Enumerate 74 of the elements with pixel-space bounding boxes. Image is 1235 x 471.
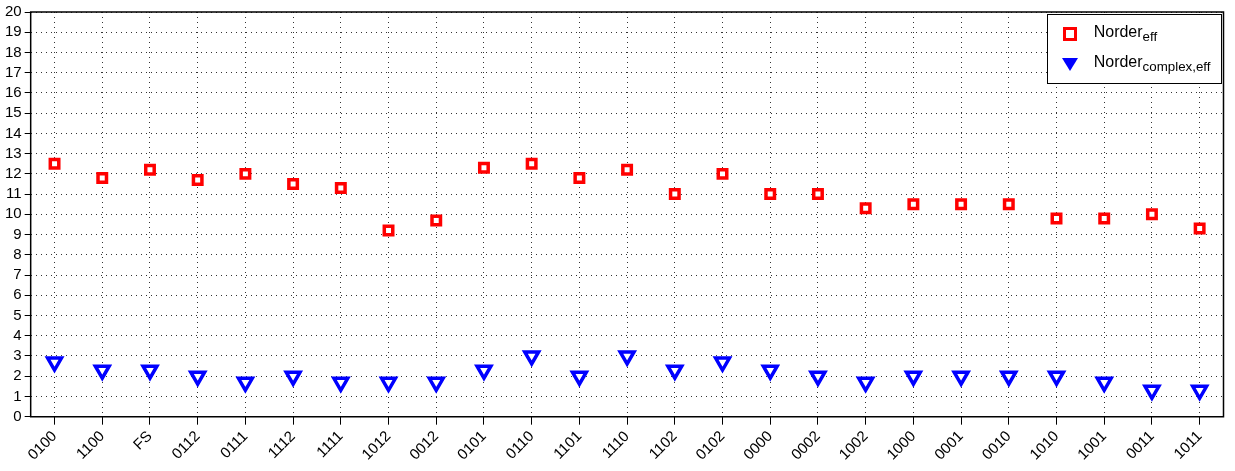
point	[143, 163, 156, 176]
point	[1190, 384, 1209, 401]
point	[1193, 222, 1206, 235]
point	[764, 188, 777, 201]
point	[1002, 198, 1015, 211]
point	[811, 188, 824, 201]
point	[427, 376, 445, 393]
y-tick-label: 20	[5, 2, 22, 20]
point	[952, 370, 970, 386]
point	[1145, 208, 1158, 221]
point	[1050, 212, 1063, 225]
y-tick-label: 6	[13, 285, 22, 303]
legend-label: Norder$_{eff}$	[1093, 23, 1158, 45]
point	[621, 163, 634, 176]
point	[859, 202, 872, 215]
point	[332, 376, 350, 393]
point	[904, 370, 923, 386]
point	[856, 376, 875, 393]
y-tick-label: 13	[5, 143, 22, 161]
y-tick-label: 3	[13, 346, 22, 364]
point	[93, 364, 111, 380]
point	[809, 370, 827, 386]
point	[618, 350, 636, 366]
point	[716, 167, 729, 180]
y-tick-label: 10	[5, 204, 22, 222]
point	[1098, 212, 1111, 225]
y-tick-label: 2	[13, 366, 22, 384]
y-tick-label: 7	[13, 265, 22, 283]
y-tick-label: 18	[5, 42, 22, 60]
point	[477, 161, 490, 174]
point	[522, 350, 541, 366]
point	[45, 356, 64, 372]
point	[1000, 370, 1018, 386]
point	[382, 224, 395, 237]
point	[284, 370, 302, 386]
y-tick-label: 12	[5, 164, 22, 182]
y-tick-label: 8	[13, 244, 22, 262]
legend-label: Norder$_{complex,eff}$	[1093, 53, 1211, 75]
y-tick-label: 0	[13, 406, 22, 424]
point	[287, 178, 300, 190]
y-tick-label: 5	[13, 305, 22, 323]
point	[379, 376, 398, 393]
y-tick-label: 15	[5, 103, 22, 121]
point	[475, 364, 493, 380]
point	[761, 364, 779, 380]
point	[666, 364, 684, 380]
point	[573, 171, 586, 184]
y-tick-label: 14	[5, 123, 22, 141]
point	[96, 171, 109, 184]
y-tick-label: 4	[13, 325, 22, 343]
point	[1143, 384, 1161, 401]
point	[570, 370, 589, 386]
y-tick-label: 1	[13, 386, 22, 404]
point	[525, 157, 538, 170]
point	[430, 214, 443, 227]
y-tick-label: 11	[6, 184, 22, 202]
point	[1095, 376, 1113, 393]
point	[955, 198, 968, 211]
x-tick-label: FS	[129, 427, 156, 453]
point	[668, 188, 681, 201]
y-tick-label: 17	[5, 62, 22, 80]
point	[141, 364, 159, 380]
point	[1047, 370, 1066, 386]
point	[48, 157, 61, 170]
point	[189, 370, 207, 386]
point	[191, 173, 204, 186]
point	[907, 198, 920, 211]
y-tick-label: 9	[13, 224, 22, 242]
point	[713, 356, 732, 372]
y-tick-label: 16	[5, 83, 22, 101]
point	[334, 182, 347, 195]
point	[236, 376, 255, 393]
y-tick-label: 19	[5, 22, 22, 40]
point	[239, 167, 252, 180]
